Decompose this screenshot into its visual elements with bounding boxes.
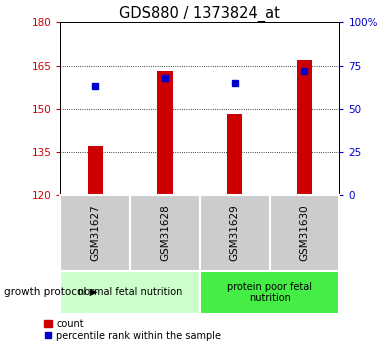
Bar	[227, 115, 243, 195]
Bar	[88, 146, 103, 195]
Bar	[60, 271, 200, 314]
Bar	[130, 195, 200, 271]
Title: GDS880 / 1373824_at: GDS880 / 1373824_at	[119, 6, 280, 22]
Legend: count, percentile rank within the sample: count, percentile rank within the sample	[44, 319, 222, 341]
Text: GSM31628: GSM31628	[160, 205, 170, 261]
Bar	[200, 195, 269, 271]
Bar	[60, 195, 130, 271]
Bar	[200, 271, 339, 314]
Bar	[157, 71, 173, 195]
Bar	[269, 195, 339, 271]
Bar	[297, 60, 312, 195]
Text: GSM31629: GSM31629	[230, 205, 240, 261]
Text: GSM31627: GSM31627	[90, 205, 100, 261]
Text: normal fetal nutrition: normal fetal nutrition	[78, 287, 183, 297]
Text: growth protocol ▶: growth protocol ▶	[4, 287, 98, 297]
Text: GSM31630: GSM31630	[300, 205, 309, 261]
Text: protein poor fetal
nutrition: protein poor fetal nutrition	[227, 282, 312, 303]
